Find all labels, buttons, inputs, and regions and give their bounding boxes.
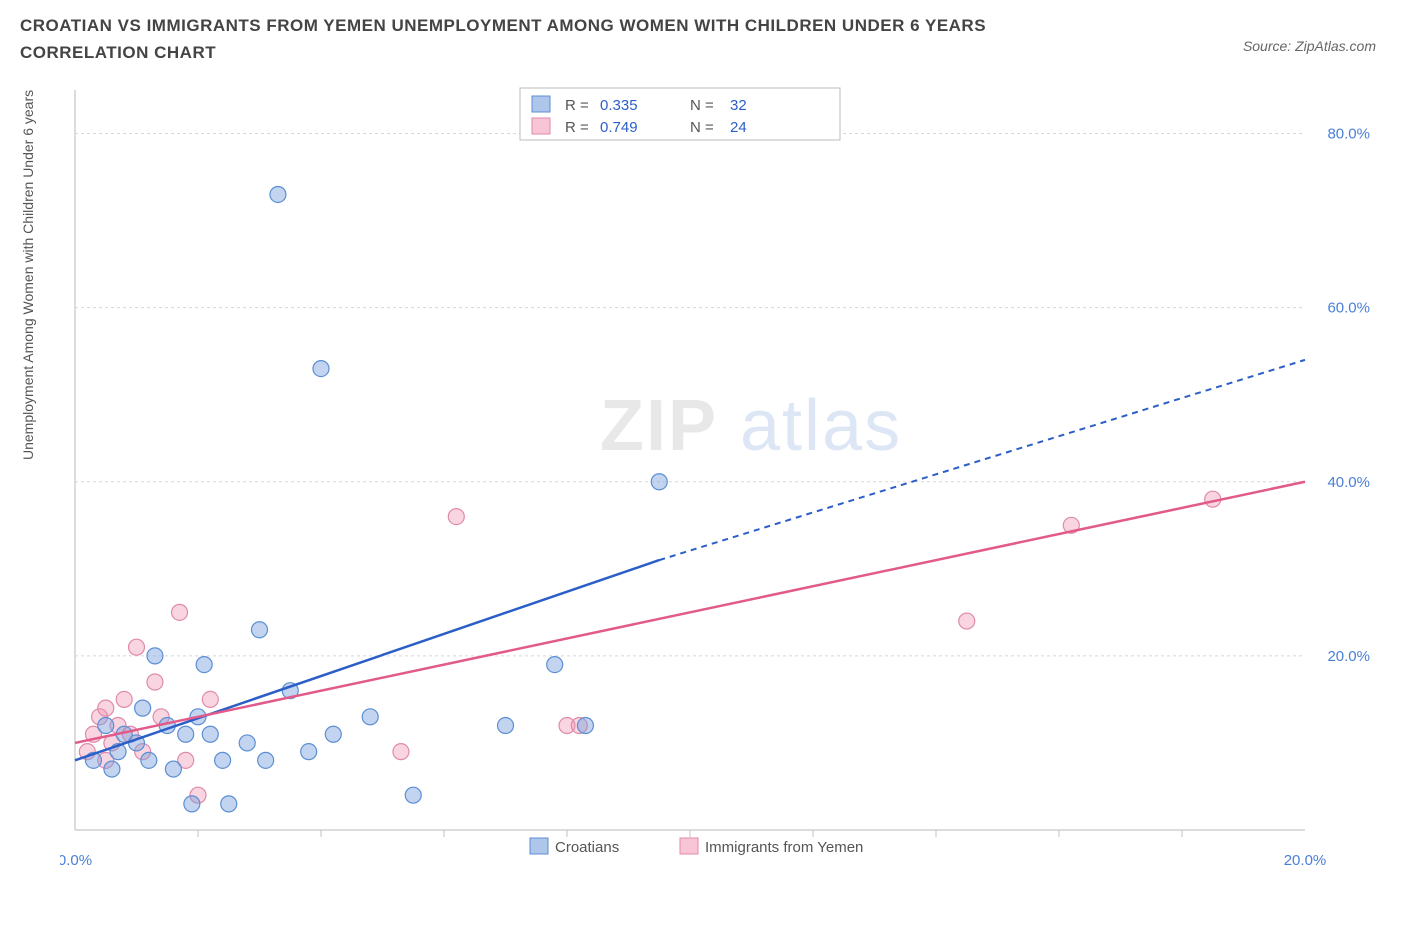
y-tick-label: 60.0% [1327, 300, 1370, 317]
data-point [135, 700, 151, 716]
data-point [362, 709, 378, 725]
data-point [405, 787, 421, 803]
y-axis-label: Unemployment Among Women with Children U… [20, 90, 36, 460]
data-point [498, 718, 514, 734]
data-point [959, 613, 975, 629]
data-point [577, 718, 593, 734]
chart-title: CROATIAN VS IMMIGRANTS FROM YEMEN UNEMPL… [20, 12, 1120, 66]
bottom-swatch-yemen [680, 838, 698, 854]
bottom-label-croatians: Croatians [555, 839, 619, 856]
data-point [301, 744, 317, 760]
data-point [141, 752, 157, 768]
data-point [165, 761, 181, 777]
legend-swatch-croatians [532, 96, 550, 112]
data-point [215, 752, 231, 768]
data-point [98, 718, 114, 734]
watermark: ZIP [600, 386, 718, 466]
y-tick-label: 80.0% [1327, 126, 1370, 143]
data-point [252, 622, 268, 638]
data-point [147, 674, 163, 690]
legend-r-value-croatians: 0.335 [600, 97, 638, 114]
data-point [258, 752, 274, 768]
y-tick-label: 40.0% [1327, 474, 1370, 491]
data-point [129, 639, 145, 655]
data-point [178, 726, 194, 742]
legend-n-label: N = [690, 119, 714, 136]
data-point [172, 604, 188, 620]
data-point [202, 691, 218, 707]
legend-swatch-yemen [532, 118, 550, 134]
data-point [270, 186, 286, 202]
bottom-swatch-croatians [530, 838, 548, 854]
scatter-chart: 20.0% 40.0% 60.0% 80.0% 0.0% 20.0% ZIP atlas R =… [60, 80, 1380, 880]
data-point [313, 361, 329, 377]
data-point [184, 796, 200, 812]
data-point [147, 648, 163, 664]
data-point [448, 509, 464, 525]
data-point [325, 726, 341, 742]
bottom-label-yemen: Immigrants from Yemen [705, 839, 863, 856]
x-tick-label: 0.0% [60, 852, 92, 869]
legend-n-value-croatians: 32 [730, 97, 747, 114]
chart-svg: 20.0% 40.0% 60.0% 80.0% 0.0% 20.0% ZIP atlas R =… [60, 80, 1380, 880]
x-tick-label: 20.0% [1284, 852, 1327, 869]
legend-r-value-yemen: 0.749 [600, 119, 638, 136]
data-point [116, 691, 132, 707]
legend-r-label: R = [565, 97, 589, 114]
legend-n-value-yemen: 24 [730, 119, 747, 136]
trend-line-yemen [75, 482, 1305, 743]
data-point [98, 700, 114, 716]
data-point [547, 657, 563, 673]
legend-r-label: R = [565, 119, 589, 136]
y-tick-label: 20.0% [1327, 648, 1370, 665]
data-point [239, 735, 255, 751]
legend-n-label: N = [690, 97, 714, 114]
data-point [393, 744, 409, 760]
watermark: atlas [740, 386, 902, 466]
data-point [104, 761, 120, 777]
data-point [202, 726, 218, 742]
data-point [221, 796, 237, 812]
source-label: Source: ZipAtlas.com [1243, 38, 1376, 54]
data-point [196, 657, 212, 673]
data-point [651, 474, 667, 490]
